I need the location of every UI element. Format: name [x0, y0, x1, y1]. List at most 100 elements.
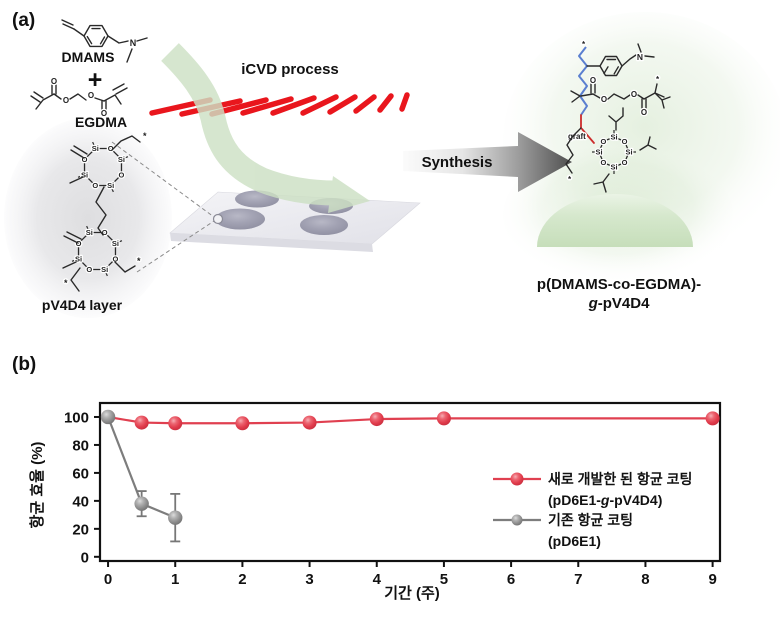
panel-a-label: (a) — [12, 10, 35, 31]
o-atom: O — [101, 109, 107, 118]
data-point-marker — [369, 412, 384, 427]
o-atom: O — [82, 155, 88, 164]
data-point-marker — [235, 416, 250, 431]
legend-entry-old-coating-name: (pD6E1) — [548, 533, 601, 549]
x-tick-label: 8 — [641, 571, 649, 588]
o-atom: O — [601, 95, 607, 104]
o-atom: O — [92, 181, 98, 190]
data-point-marker — [436, 411, 451, 426]
chart-plot-area: 0 20 40 60 80 100 0 1 2 3 4 5 6 7 8 9 — [64, 401, 722, 588]
droplet — [215, 208, 265, 230]
synthesis-arrow: Synthesis — [403, 132, 572, 192]
data-point-marker — [100, 409, 116, 425]
x-tick-label: 5 — [440, 571, 448, 588]
o-atom: O — [600, 137, 606, 146]
methyl-stick — [115, 240, 123, 244]
legend-name-suffix: -pV4D4) — [609, 492, 662, 508]
substrate — [169, 191, 421, 252]
dmams-label: DMAMS — [62, 49, 115, 65]
product-name-line2: g-pV4D4 — [588, 295, 651, 312]
legend-entry-old-coating: 기존 항균 코팅 — [548, 512, 633, 528]
panel-b-label: (b) — [12, 354, 36, 375]
methyl-stick — [104, 269, 108, 277]
star: * — [656, 75, 660, 84]
panel-a-scheme: (a) N DMAMS + O O O O EGDMA iCVD process — [4, 10, 780, 318]
si-atom: Si — [595, 148, 602, 157]
data-point-marker — [134, 496, 149, 511]
legend-entry-new-coating: 새로 개발한 된 항균 코팅 — [548, 471, 692, 487]
product-g-italic: g — [588, 295, 598, 312]
x-tick-label: 6 — [507, 571, 515, 588]
si-atom: Si — [625, 148, 632, 157]
legend-entry-new-coating-name: (pD6E1-g-pV4D4) — [548, 492, 662, 508]
star: * — [582, 40, 586, 49]
dmams-structure: N DMAMS — [61, 19, 148, 65]
o-atom: O — [113, 254, 119, 263]
pv4d4-blob — [4, 118, 172, 318]
star: * — [137, 256, 141, 266]
si-atom: Si — [107, 181, 114, 190]
methyl-stick — [86, 225, 90, 233]
si-atom: Si — [118, 155, 125, 164]
data-point-marker — [302, 415, 317, 430]
si-atom: Si — [610, 163, 617, 172]
data-point-marker — [134, 415, 149, 430]
callout-circle — [212, 213, 224, 225]
filament-array — [149, 92, 410, 117]
si-atom: Si — [92, 144, 99, 153]
series-line — [107, 415, 713, 425]
product-rest: -pV4D4 — [598, 295, 650, 312]
y-tick-label: 60 — [72, 465, 89, 482]
n-atom: N — [637, 52, 643, 62]
graft-label: graft — [568, 132, 586, 141]
methyl-stick — [110, 185, 114, 193]
si-atom: Si — [610, 133, 617, 142]
o-atom: O — [102, 228, 108, 237]
n-atom: N — [130, 38, 137, 48]
o-atom: O — [76, 239, 82, 248]
o-atom: O — [600, 158, 606, 167]
x-tick-label: 9 — [708, 571, 716, 588]
legend-name-g: g — [600, 492, 610, 508]
y-axis-title: 항균 효율 (%) — [29, 442, 46, 529]
star: * — [143, 131, 147, 141]
si-atom: Si — [81, 170, 88, 179]
methyl-stick — [71, 258, 79, 262]
o-atom: O — [108, 144, 114, 153]
y-tick-label: 20 — [72, 521, 89, 538]
y-tick-label: 80 — [72, 437, 89, 454]
x-axis-title: 기간 (주) — [384, 585, 440, 602]
data-point-marker — [168, 510, 183, 525]
si-atom: Si — [101, 265, 108, 274]
o-atom: O — [86, 265, 92, 274]
callout-lines — [111, 141, 224, 273]
si-atom: Si — [75, 254, 82, 263]
o-atom: O — [641, 108, 647, 117]
pv4d4-structure: Si O Si O Si O Si O Si O Si O Si O Si O * * * pV4D4 lay… — [42, 130, 148, 313]
methyl-stick — [92, 141, 96, 149]
product-name-line1: p(DMAMS-co-EGDMA)- — [537, 276, 701, 293]
y-tick-label: 40 — [72, 493, 89, 510]
o-atom: O — [622, 137, 628, 146]
legend-marker-red — [510, 472, 524, 486]
o-atom: O — [119, 170, 125, 179]
droplet — [300, 215, 348, 235]
si-atom: Si — [112, 239, 119, 248]
y-tick-label: 0 — [81, 549, 89, 566]
synthesis-label: Synthesis — [422, 154, 493, 171]
egdma-structure: O O O O EGDMA — [30, 76, 128, 130]
panel-b-chart: (b) 0 20 40 60 80 100 0 1 2 3 4 5 6 7 8 9 항균 효율 (%) 기간 … — [12, 354, 722, 602]
si-atom: Si — [86, 228, 93, 237]
data-point-marker — [168, 416, 183, 431]
x-tick-label: 4 — [373, 571, 382, 588]
icvd-process-label: iCVD process — [241, 61, 339, 78]
o-atom: O — [590, 76, 596, 85]
chart-legend: 새로 개발한 된 항균 코팅 (pD6E1-g-pV4D4) 기존 항균 코팅 … — [493, 471, 692, 549]
egdma-label: EGDMA — [75, 114, 127, 130]
axes-frame — [98, 401, 722, 563]
x-tick-label: 3 — [305, 571, 313, 588]
data-point-marker — [705, 411, 720, 426]
x-tick-label: 1 — [171, 571, 179, 588]
